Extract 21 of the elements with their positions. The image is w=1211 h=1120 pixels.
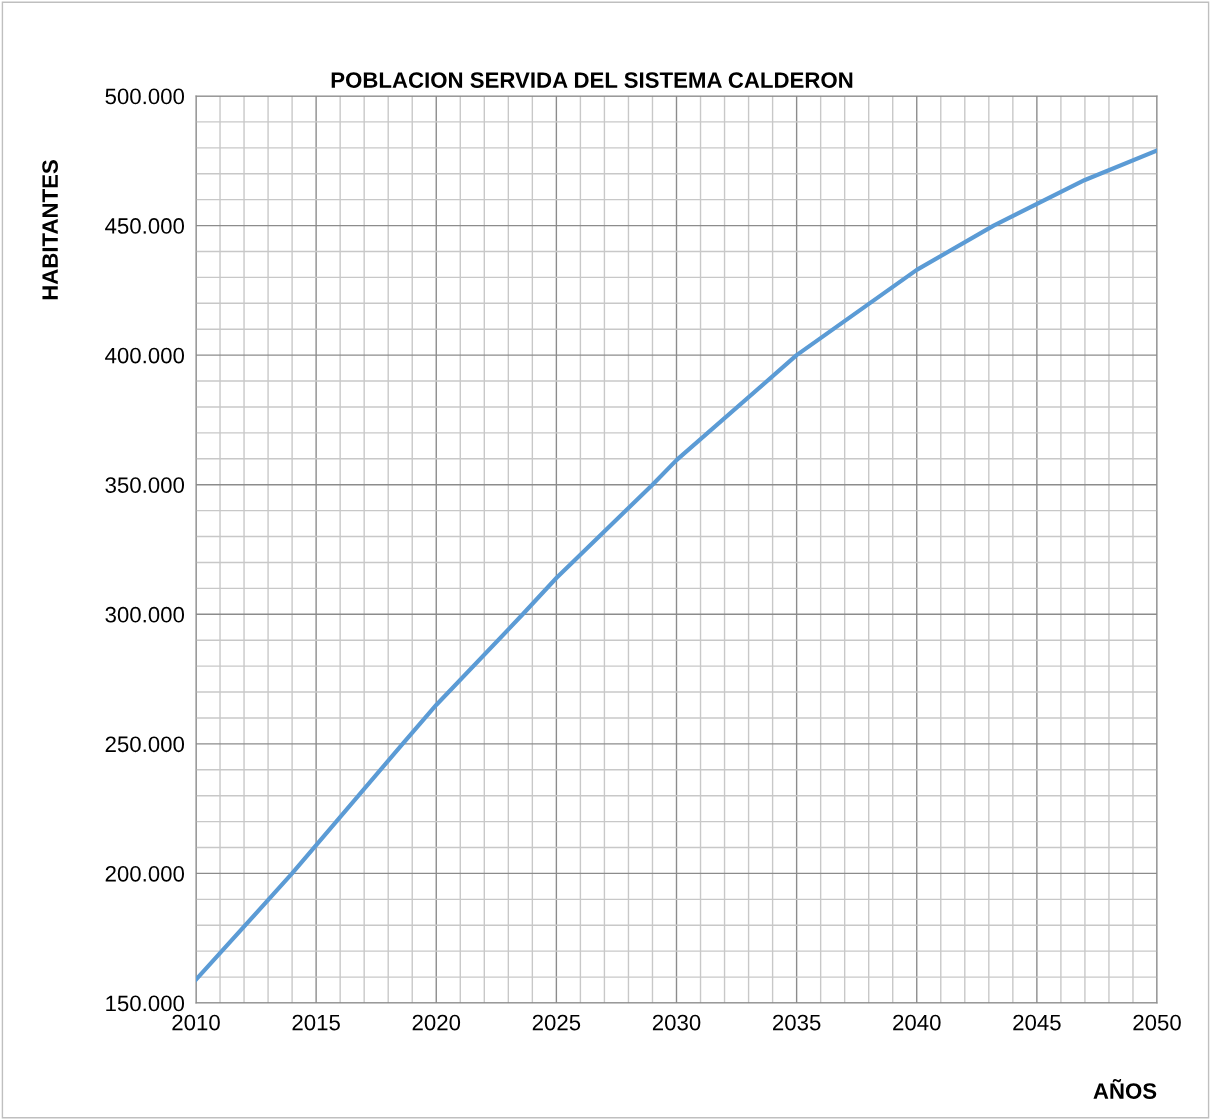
x-tick-label: 2045 [1013,1014,1061,1031]
x-tick-label: 2035 [773,1014,821,1031]
y-tick-label: 500.000 [105,88,185,105]
line-series [196,148,1157,982]
x-tick-label: 2025 [532,1014,581,1031]
x-tick-label: 2015 [292,1014,340,1031]
x-tick-label: 2030 [652,1014,701,1031]
y-axis-title: HABITANTES [42,160,58,300]
y-tick-label: 450.000 [105,218,185,234]
x-tick-label: 2050 [1133,1014,1181,1031]
y-tick-label: 200.000 [105,865,185,882]
y-tick-label: 150.000 [106,995,185,1012]
x-axis-title: AÑOS [1093,1078,1157,1099]
chart-title: POBLACION SERVIDA DEL SISTEMA CALDERON [331,72,853,88]
y-tick-label: 250.000 [105,736,185,753]
x-tick-label: 2010 [172,1014,220,1031]
x-tick-label: 2040 [893,1014,941,1031]
x-tick-label: 2020 [412,1014,461,1031]
y-tick-label: 350.000 [105,477,185,493]
y-tick-label: 300.000 [105,606,185,623]
y-tick-label: 400.000 [105,347,185,364]
